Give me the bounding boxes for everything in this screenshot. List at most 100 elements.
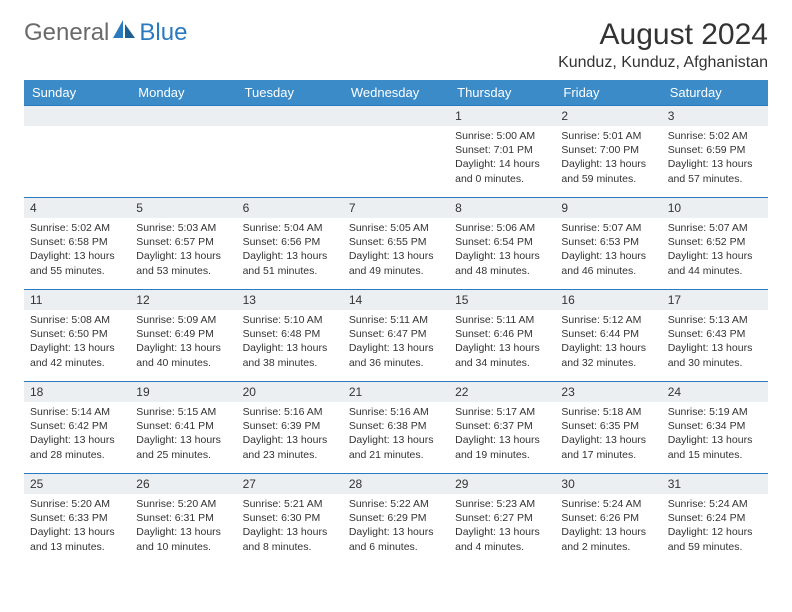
sunrise-line: Sunrise: 5:21 AM xyxy=(243,497,337,511)
sunrise-line: Sunrise: 5:02 AM xyxy=(668,129,762,143)
sunset-line: Sunset: 6:31 PM xyxy=(136,511,230,525)
sunrise-line: Sunrise: 5:11 AM xyxy=(349,313,443,327)
day-details: Sunrise: 5:22 AMSunset: 6:29 PMDaylight:… xyxy=(343,494,449,558)
sunrise-line: Sunrise: 5:09 AM xyxy=(136,313,230,327)
weekday-header: Sunday xyxy=(24,80,130,106)
day-details: Sunrise: 5:11 AMSunset: 6:47 PMDaylight:… xyxy=(343,310,449,374)
day-number xyxy=(130,106,236,126)
day-details: Sunrise: 5:10 AMSunset: 6:48 PMDaylight:… xyxy=(237,310,343,374)
daylight-line: Daylight: 13 hours and 34 minutes. xyxy=(455,341,549,369)
day-details: Sunrise: 5:24 AMSunset: 6:26 PMDaylight:… xyxy=(555,494,661,558)
sunrise-line: Sunrise: 5:08 AM xyxy=(30,313,124,327)
sunset-line: Sunset: 6:59 PM xyxy=(668,143,762,157)
day-number: 29 xyxy=(449,474,555,494)
day-number: 6 xyxy=(237,198,343,218)
day-details: Sunrise: 5:03 AMSunset: 6:57 PMDaylight:… xyxy=(130,218,236,282)
day-details: Sunrise: 5:02 AMSunset: 6:59 PMDaylight:… xyxy=(662,126,768,190)
calendar-cell: 30Sunrise: 5:24 AMSunset: 6:26 PMDayligh… xyxy=(555,474,661,566)
calendar-cell xyxy=(237,106,343,198)
day-number: 4 xyxy=(24,198,130,218)
calendar-cell: 20Sunrise: 5:16 AMSunset: 6:39 PMDayligh… xyxy=(237,382,343,474)
calendar-cell: 26Sunrise: 5:20 AMSunset: 6:31 PMDayligh… xyxy=(130,474,236,566)
day-number: 1 xyxy=(449,106,555,126)
day-details: Sunrise: 5:05 AMSunset: 6:55 PMDaylight:… xyxy=(343,218,449,282)
day-number xyxy=(24,106,130,126)
sunrise-line: Sunrise: 5:15 AM xyxy=(136,405,230,419)
sunset-line: Sunset: 6:52 PM xyxy=(668,235,762,249)
calendar-week: 18Sunrise: 5:14 AMSunset: 6:42 PMDayligh… xyxy=(24,382,768,474)
calendar-cell: 17Sunrise: 5:13 AMSunset: 6:43 PMDayligh… xyxy=(662,290,768,382)
daylight-line: Daylight: 13 hours and 19 minutes. xyxy=(455,433,549,461)
weekday-header: Wednesday xyxy=(343,80,449,106)
calendar-cell: 5Sunrise: 5:03 AMSunset: 6:57 PMDaylight… xyxy=(130,198,236,290)
sunset-line: Sunset: 7:00 PM xyxy=(561,143,655,157)
daylight-line: Daylight: 13 hours and 32 minutes. xyxy=(561,341,655,369)
day-number: 27 xyxy=(237,474,343,494)
sunset-line: Sunset: 6:46 PM xyxy=(455,327,549,341)
calendar-cell: 6Sunrise: 5:04 AMSunset: 6:56 PMDaylight… xyxy=(237,198,343,290)
day-details: Sunrise: 5:16 AMSunset: 6:38 PMDaylight:… xyxy=(343,402,449,466)
sunset-line: Sunset: 6:43 PM xyxy=(668,327,762,341)
daylight-line: Daylight: 13 hours and 40 minutes. xyxy=(136,341,230,369)
sunset-line: Sunset: 6:37 PM xyxy=(455,419,549,433)
day-number: 25 xyxy=(24,474,130,494)
sunrise-line: Sunrise: 5:00 AM xyxy=(455,129,549,143)
calendar-cell: 29Sunrise: 5:23 AMSunset: 6:27 PMDayligh… xyxy=(449,474,555,566)
day-number: 17 xyxy=(662,290,768,310)
sunset-line: Sunset: 6:44 PM xyxy=(561,327,655,341)
weekday-header: Thursday xyxy=(449,80,555,106)
day-details: Sunrise: 5:17 AMSunset: 6:37 PMDaylight:… xyxy=(449,402,555,466)
sunrise-line: Sunrise: 5:11 AM xyxy=(455,313,549,327)
weekday-header: Friday xyxy=(555,80,661,106)
sunset-line: Sunset: 6:33 PM xyxy=(30,511,124,525)
location: Kunduz, Kunduz, Afghanistan xyxy=(558,54,768,72)
sunrise-line: Sunrise: 5:24 AM xyxy=(668,497,762,511)
day-number xyxy=(343,106,449,126)
day-details: Sunrise: 5:20 AMSunset: 6:31 PMDaylight:… xyxy=(130,494,236,558)
sunrise-line: Sunrise: 5:01 AM xyxy=(561,129,655,143)
sunrise-line: Sunrise: 5:20 AM xyxy=(136,497,230,511)
daylight-line: Daylight: 14 hours and 0 minutes. xyxy=(455,157,549,185)
calendar-cell: 28Sunrise: 5:22 AMSunset: 6:29 PMDayligh… xyxy=(343,474,449,566)
day-number: 30 xyxy=(555,474,661,494)
sunset-line: Sunset: 6:27 PM xyxy=(455,511,549,525)
day-number: 5 xyxy=(130,198,236,218)
logo: General Blue xyxy=(24,18,187,47)
logo-text-blue: Blue xyxy=(139,19,187,47)
daylight-line: Daylight: 13 hours and 10 minutes. xyxy=(136,525,230,553)
day-number: 24 xyxy=(662,382,768,402)
calendar-cell: 25Sunrise: 5:20 AMSunset: 6:33 PMDayligh… xyxy=(24,474,130,566)
sunset-line: Sunset: 6:57 PM xyxy=(136,235,230,249)
calendar-cell: 22Sunrise: 5:17 AMSunset: 6:37 PMDayligh… xyxy=(449,382,555,474)
calendar-head: SundayMondayTuesdayWednesdayThursdayFrid… xyxy=(24,80,768,106)
sunset-line: Sunset: 7:01 PM xyxy=(455,143,549,157)
sunrise-line: Sunrise: 5:03 AM xyxy=(136,221,230,235)
sunset-line: Sunset: 6:53 PM xyxy=(561,235,655,249)
calendar-cell: 18Sunrise: 5:14 AMSunset: 6:42 PMDayligh… xyxy=(24,382,130,474)
day-details: Sunrise: 5:09 AMSunset: 6:49 PMDaylight:… xyxy=(130,310,236,374)
calendar-cell xyxy=(24,106,130,198)
day-details: Sunrise: 5:20 AMSunset: 6:33 PMDaylight:… xyxy=(24,494,130,558)
day-details: Sunrise: 5:07 AMSunset: 6:53 PMDaylight:… xyxy=(555,218,661,282)
sunrise-line: Sunrise: 5:12 AM xyxy=(561,313,655,327)
daylight-line: Daylight: 13 hours and 36 minutes. xyxy=(349,341,443,369)
daylight-line: Daylight: 13 hours and 13 minutes. xyxy=(30,525,124,553)
sunset-line: Sunset: 6:58 PM xyxy=(30,235,124,249)
day-details: Sunrise: 5:06 AMSunset: 6:54 PMDaylight:… xyxy=(449,218,555,282)
day-details: Sunrise: 5:02 AMSunset: 6:58 PMDaylight:… xyxy=(24,218,130,282)
day-details: Sunrise: 5:16 AMSunset: 6:39 PMDaylight:… xyxy=(237,402,343,466)
calendar-body: 1Sunrise: 5:00 AMSunset: 7:01 PMDaylight… xyxy=(24,106,768,566)
day-number: 11 xyxy=(24,290,130,310)
sunset-line: Sunset: 6:47 PM xyxy=(349,327,443,341)
daylight-line: Daylight: 12 hours and 59 minutes. xyxy=(668,525,762,553)
calendar-cell: 9Sunrise: 5:07 AMSunset: 6:53 PMDaylight… xyxy=(555,198,661,290)
day-number: 28 xyxy=(343,474,449,494)
calendar-cell: 21Sunrise: 5:16 AMSunset: 6:38 PMDayligh… xyxy=(343,382,449,474)
daylight-line: Daylight: 13 hours and 51 minutes. xyxy=(243,249,337,277)
daylight-line: Daylight: 13 hours and 2 minutes. xyxy=(561,525,655,553)
calendar-cell: 15Sunrise: 5:11 AMSunset: 6:46 PMDayligh… xyxy=(449,290,555,382)
sunset-line: Sunset: 6:34 PM xyxy=(668,419,762,433)
day-details: Sunrise: 5:14 AMSunset: 6:42 PMDaylight:… xyxy=(24,402,130,466)
calendar-table: SundayMondayTuesdayWednesdayThursdayFrid… xyxy=(24,80,768,566)
daylight-line: Daylight: 13 hours and 57 minutes. xyxy=(668,157,762,185)
